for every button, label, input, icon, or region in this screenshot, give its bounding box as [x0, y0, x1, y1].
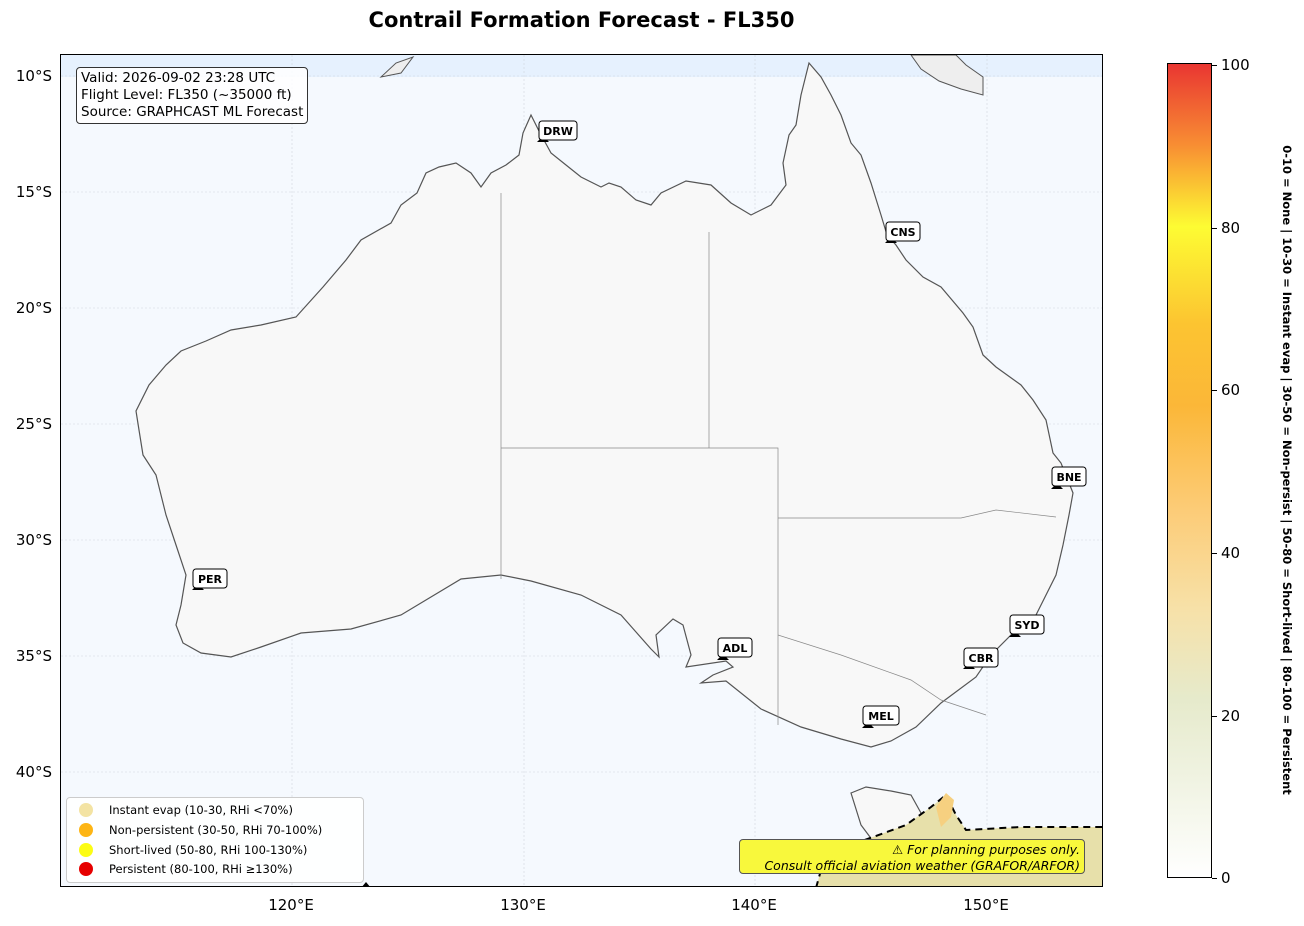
lon-tick-140e: 140°E — [731, 896, 777, 914]
lat-tick-40s: 40°S — [15, 763, 52, 781]
legend-swatch — [79, 803, 93, 817]
forecast-info-box: Valid: 2026-09-02 23:28 UTC Flight Level… — [76, 67, 309, 124]
airport-label-cns: CNS — [890, 226, 915, 239]
valid-time: Valid: 2026-09-02 23:28 UTC — [81, 70, 276, 86]
png-coast — [910, 55, 984, 96]
colorbar — [1167, 63, 1212, 878]
legend-label: Persistent (80-100, RHi ≥130%) — [109, 862, 293, 876]
map-title: Contrail Formation Forecast - FL350 — [368, 8, 795, 32]
warning-line-1: ⚠ For planning purposes only. — [892, 842, 1080, 857]
legend-label: Instant evap (10-30, RHi <70%) — [109, 803, 293, 817]
lat-tick-15s: 15°S — [15, 183, 52, 201]
planning-warning: ⚠ For planning purposes only. Consult of… — [739, 839, 1085, 874]
australia-mainland — [135, 61, 1074, 748]
airport-label-drw: DRW — [543, 125, 573, 138]
colorbar-tick-20: 20 — [1212, 707, 1240, 725]
airport-label-mel: MEL — [868, 710, 893, 723]
airport-label-bne: BNE — [1056, 471, 1081, 484]
state-borders — [500, 193, 1057, 725]
colorbar-tick-40: 40 — [1212, 544, 1240, 562]
legend-item: Non-persistent (30-50, RHi 70-100%) — [79, 820, 322, 840]
airport-label-cbr: CBR — [969, 652, 994, 665]
legend-swatch — [79, 862, 93, 876]
lat-tick-35s: 35°S — [15, 647, 52, 665]
airport-label-adl: ADL — [723, 642, 748, 655]
category-legend: Instant evap (10-30, RHi <70%) Non-persi… — [66, 797, 364, 883]
colorbar-tick-0: 0 — [1212, 869, 1231, 887]
colorbar-tick-100: 100 — [1212, 56, 1250, 74]
lat-tick-10s: 10°S — [15, 67, 52, 85]
legend-swatch — [79, 843, 93, 857]
warning-line-2: Consult official aviation weather (GRAFO… — [764, 857, 1080, 873]
small-marker — [362, 882, 370, 886]
lon-tick-120e: 120°E — [268, 896, 314, 914]
flight-level: Flight Level: FL350 (~35000 ft) — [81, 87, 292, 103]
sea-shading — [61, 55, 1102, 77]
colorbar-tick-80: 80 — [1212, 219, 1240, 237]
map-panel[interactable]: DRW CNS BNE PER ADL SYD CBR MEL — [60, 54, 1103, 887]
legend-label: Short-lived (50-80, RHi 100-130%) — [109, 843, 308, 857]
lon-tick-130e: 130°E — [500, 896, 546, 914]
lat-tick-20s: 20°S — [15, 299, 52, 317]
legend-item: Instant evap (10-30, RHi <70%) — [79, 800, 293, 820]
australia-map: DRW CNS BNE PER ADL SYD CBR MEL — [61, 55, 1102, 886]
forecast-source: Source: GRAPHCAST ML Forecast — [81, 104, 304, 120]
timor-coast — [379, 55, 415, 78]
legend-item: Persistent (80-100, RHi ≥130%) — [79, 859, 293, 879]
legend-swatch — [79, 823, 93, 837]
lat-tick-30s: 30°S — [15, 531, 52, 549]
contrail-patch — [936, 793, 954, 827]
airport-label-per: PER — [198, 573, 223, 586]
lon-tick-150e: 150°E — [963, 896, 1009, 914]
airport-label-syd: SYD — [1014, 619, 1039, 632]
lat-tick-25s: 25°S — [15, 415, 52, 433]
legend-item: Short-lived (50-80, RHi 100-130%) — [79, 840, 307, 860]
colorbar-label: 0-10 = None | 10-30 = Instant evap | 30-… — [1280, 145, 1294, 795]
colorbar-tick-60: 60 — [1212, 381, 1240, 399]
legend-label: Non-persistent (30-50, RHi 70-100%) — [109, 823, 323, 837]
